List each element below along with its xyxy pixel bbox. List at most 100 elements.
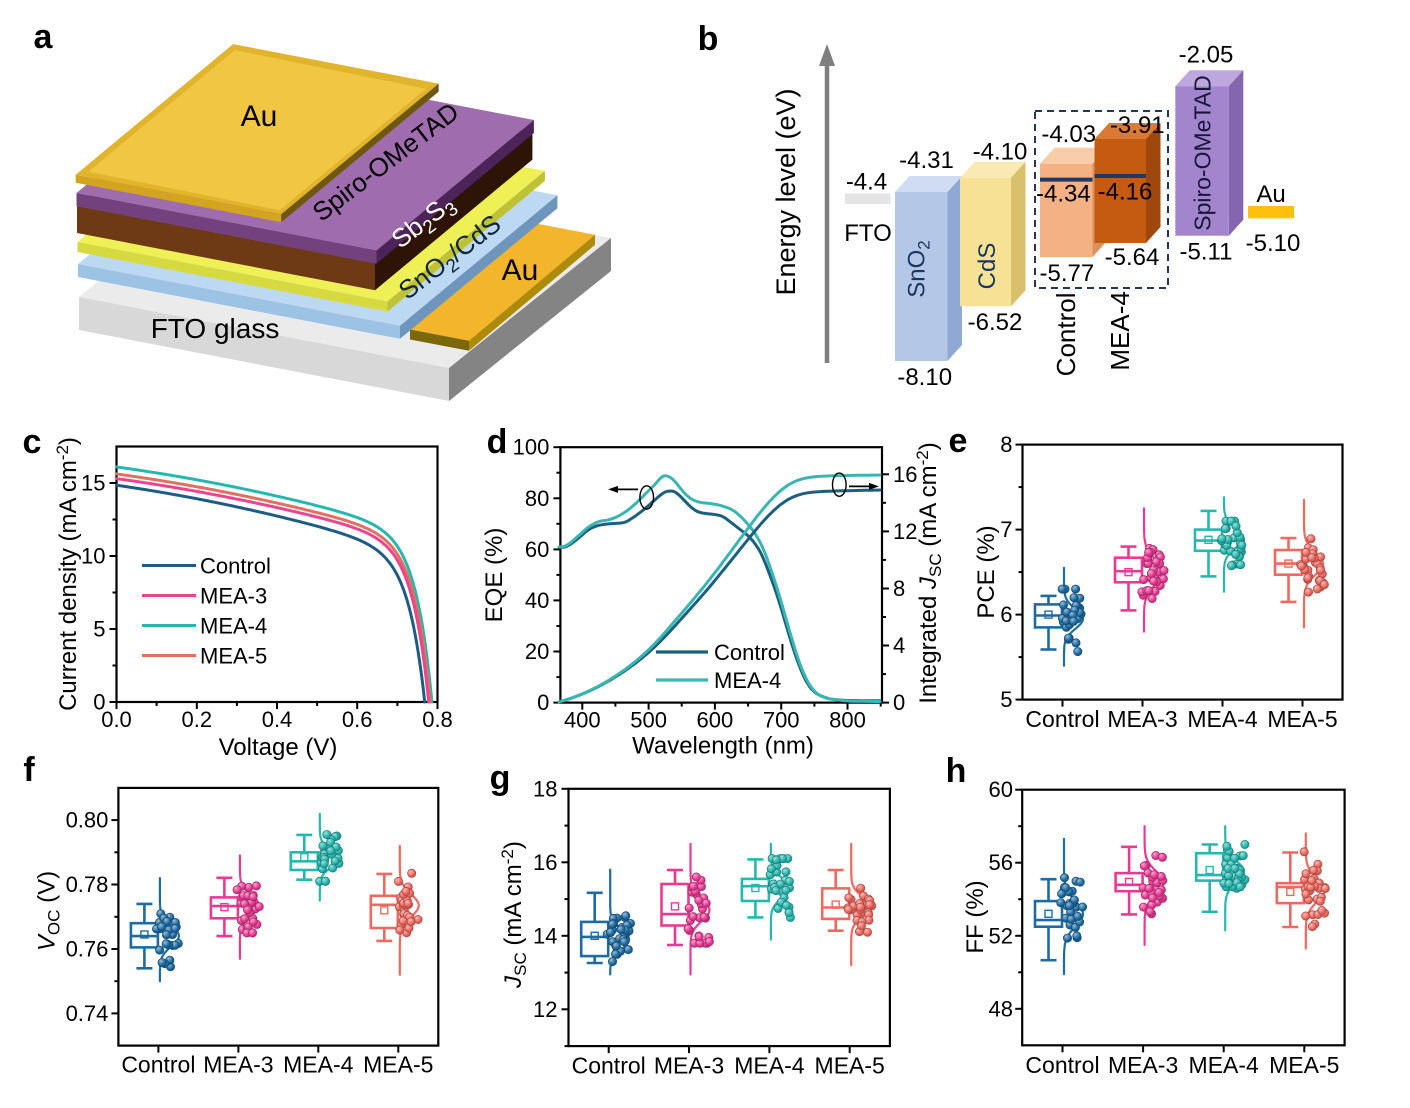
svg-text:b: b (698, 20, 719, 58)
svg-text:MEA-5: MEA-5 (200, 644, 267, 669)
svg-text:MEA-4: MEA-4 (200, 614, 267, 639)
svg-text:0: 0 (537, 690, 549, 715)
svg-text:h: h (946, 752, 967, 790)
svg-text:Spiro-OMeTAD: Spiro-OMeTAD (1189, 75, 1215, 231)
svg-text:Control: Control (200, 554, 271, 579)
svg-text:0.78: 0.78 (66, 872, 109, 897)
svg-text:MEA-3: MEA-3 (654, 1053, 724, 1079)
svg-text:Control: Control (1025, 1052, 1099, 1078)
svg-text:MEA-3: MEA-3 (200, 584, 267, 609)
svg-text:80: 80 (525, 486, 549, 511)
svg-text:MEA-5: MEA-5 (815, 1053, 885, 1079)
svg-text:g: g (490, 759, 511, 797)
svg-text:0.74: 0.74 (66, 1001, 109, 1026)
svg-text:EQE (%): EQE (%) (481, 528, 508, 623)
svg-text:MEA-4: MEA-4 (283, 1052, 354, 1078)
svg-text:MEA-4: MEA-4 (734, 1053, 805, 1079)
svg-text:14: 14 (533, 923, 557, 948)
svg-text:MEA-3: MEA-3 (1108, 1052, 1178, 1078)
svg-text:700: 700 (763, 708, 800, 733)
svg-text:FTO glass: FTO glass (151, 313, 280, 344)
svg-text:500: 500 (630, 708, 667, 733)
svg-text:MEA-4: MEA-4 (1105, 291, 1135, 370)
svg-text:56: 56 (989, 850, 1013, 875)
svg-text:Wavelength (nm): Wavelength (nm) (632, 733, 814, 760)
svg-text:MEA-3: MEA-3 (1107, 706, 1177, 732)
svg-text:6: 6 (1000, 602, 1012, 627)
svg-text:4: 4 (893, 633, 905, 658)
svg-text:MEA-4: MEA-4 (714, 668, 781, 693)
svg-text:12: 12 (893, 519, 917, 544)
svg-text:MEA-5: MEA-5 (1269, 1052, 1339, 1078)
svg-text:0.0: 0.0 (101, 707, 132, 732)
svg-text:-4.31: -4.31 (899, 147, 954, 174)
svg-text:Control: Control (572, 1053, 646, 1079)
svg-text:-4.03: -4.03 (1041, 121, 1096, 148)
svg-text:CdS: CdS (974, 243, 1001, 290)
svg-text:400: 400 (564, 708, 601, 733)
svg-text:7: 7 (1000, 517, 1012, 542)
svg-text:Au: Au (241, 100, 278, 133)
svg-text:-5.10: -5.10 (1246, 230, 1301, 257)
svg-text:-4.34: -4.34 (1036, 181, 1091, 208)
svg-text:Control: Control (714, 640, 785, 665)
svg-text:-5.11: -5.11 (1180, 239, 1233, 266)
svg-text:-4.16: -4.16 (1098, 179, 1153, 206)
svg-text:Energy level (eV): Energy level (eV) (771, 88, 801, 295)
svg-text:48: 48 (989, 996, 1013, 1021)
svg-text:0.76: 0.76 (66, 937, 109, 962)
svg-text:c: c (23, 423, 42, 461)
svg-text:MEA-5: MEA-5 (363, 1052, 433, 1078)
svg-text:60: 60 (989, 777, 1013, 802)
svg-text:600: 600 (697, 708, 734, 733)
svg-text:15: 15 (81, 471, 105, 496)
svg-text:12: 12 (533, 997, 557, 1022)
svg-text:0: 0 (893, 690, 905, 715)
svg-text:Integrated JSC (mA cm-2): Integrated JSC (mA cm-2) (913, 442, 945, 704)
svg-text:PCE (%): PCE (%) (973, 525, 1000, 618)
svg-text:800: 800 (829, 708, 866, 733)
svg-text:a: a (34, 18, 54, 56)
svg-text:Voltage (V): Voltage (V) (219, 734, 338, 761)
svg-text:MEA-3: MEA-3 (203, 1052, 273, 1078)
svg-text:40: 40 (525, 588, 549, 613)
svg-text:0.2: 0.2 (182, 707, 213, 732)
svg-text:-8.10: -8.10 (897, 364, 952, 391)
svg-text:e: e (949, 422, 968, 460)
svg-text:Au: Au (502, 254, 539, 287)
svg-text:FF (%): FF (%) (962, 880, 989, 953)
svg-text:8: 8 (893, 576, 905, 601)
svg-text:0.6: 0.6 (342, 707, 373, 732)
svg-text:-2.05: -2.05 (1179, 42, 1234, 69)
svg-text:MEA-4: MEA-4 (1189, 1052, 1260, 1078)
svg-text:-4.10: -4.10 (973, 139, 1028, 166)
svg-text:-5.64: -5.64 (1105, 244, 1160, 271)
svg-text:10: 10 (81, 544, 105, 569)
svg-text:Control: Control (121, 1052, 195, 1078)
svg-text:Current density (mA cm-2): Current density (mA cm-2) (53, 437, 82, 711)
svg-text:16: 16 (533, 850, 557, 875)
svg-text:VOC (V): VOC (V) (34, 871, 64, 951)
svg-text:-4.4: -4.4 (846, 169, 887, 196)
svg-text:52: 52 (989, 923, 1013, 948)
svg-text:Control: Control (1025, 706, 1099, 732)
svg-text:f: f (23, 751, 35, 789)
svg-text:16: 16 (893, 462, 917, 487)
svg-text:18: 18 (533, 776, 557, 801)
svg-text:-3.91: -3.91 (1110, 112, 1165, 139)
svg-text:100: 100 (513, 435, 550, 460)
svg-text:20: 20 (525, 639, 549, 664)
svg-text:JSC (mA cm-2): JSC (mA cm-2) (498, 841, 530, 989)
svg-text:8: 8 (1000, 432, 1012, 457)
svg-text:FTO: FTO (844, 220, 892, 247)
svg-text:60: 60 (525, 537, 549, 562)
svg-text:d: d (487, 423, 508, 461)
svg-text:Au: Au (1256, 181, 1285, 208)
svg-text:-6.52: -6.52 (968, 309, 1023, 336)
svg-text:MEA-5: MEA-5 (1267, 706, 1337, 732)
svg-text:0.80: 0.80 (66, 808, 109, 833)
svg-text:SnO2: SnO2 (903, 240, 933, 298)
svg-text:-5.77: -5.77 (1040, 260, 1095, 287)
svg-text:5: 5 (93, 617, 105, 642)
svg-text:0: 0 (93, 690, 105, 715)
